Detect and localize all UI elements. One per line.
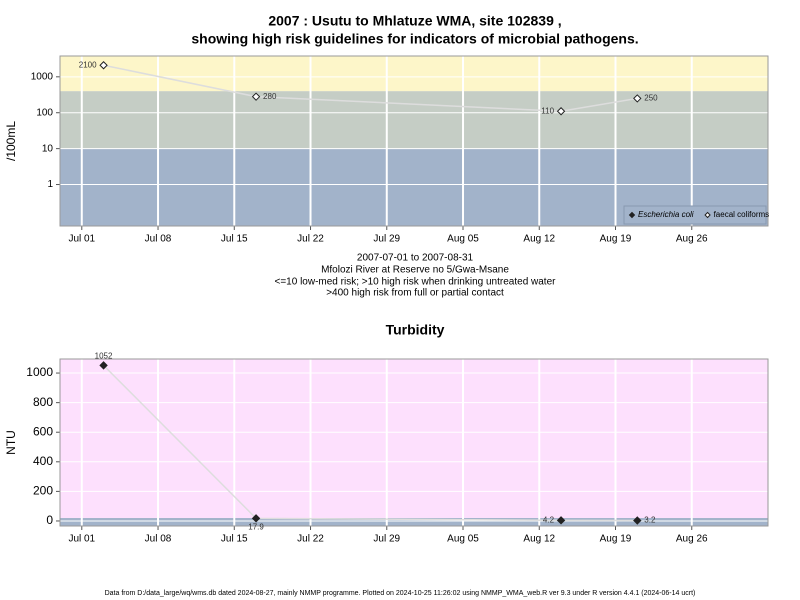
footer: Data from D:/data_large/wq/wms.db dated … — [105, 590, 696, 597]
y-tick-label: 800 — [33, 395, 53, 409]
data-point — [556, 107, 566, 116]
value-label: 4.2 — [543, 515, 555, 524]
x-tick-label: Jul 01 — [68, 534, 95, 545]
note: 2007-07-01 to 2007-08-31 — [357, 253, 474, 264]
value-label: 110 — [541, 106, 554, 115]
note: Mfolozi River at Reserve no 5/Gwa-Msane — [321, 265, 509, 276]
data-point — [633, 94, 642, 103]
y-axis-label: NTU — [4, 430, 18, 455]
value-label: 2100 — [79, 60, 97, 69]
value-label: 1052 — [95, 351, 113, 360]
x-tick-label: Aug 26 — [676, 534, 708, 545]
legend-marker — [628, 211, 636, 219]
series-line — [103, 364, 638, 522]
y-tick-label: 100 — [36, 107, 53, 118]
chart-title: Turbidity — [386, 322, 445, 338]
chart-title: showing high risk guidelines for indicat… — [191, 31, 638, 47]
value-label: 3.2 — [644, 516, 656, 525]
data-point — [99, 61, 108, 70]
y-tick-label: 1000 — [31, 71, 54, 82]
y-tick-label: 1000 — [26, 365, 53, 379]
legend-label: Escherichia coli — [638, 210, 694, 219]
chart-title: 2007 : Usutu to Mhlatuze WMA, site 10283… — [268, 13, 561, 29]
x-tick-label: Aug 12 — [523, 534, 555, 545]
data-point — [556, 516, 566, 525]
data-point — [633, 516, 642, 525]
risk-band — [60, 91, 768, 149]
legend-label: faecal coliforms — [714, 210, 770, 219]
x-tick-label: Aug 26 — [676, 234, 708, 245]
y-tick-label: 400 — [33, 454, 53, 468]
note: >400 high risk from full or partial cont… — [326, 288, 504, 299]
x-tick-label: Aug 19 — [600, 534, 632, 545]
value-label: 250 — [644, 94, 658, 103]
x-tick-label: Jul 22 — [297, 234, 324, 245]
y-tick-label: 1 — [47, 179, 53, 190]
risk-band — [60, 359, 768, 519]
x-tick-label: Jul 08 — [145, 234, 172, 245]
data-point — [99, 361, 108, 370]
y-tick-label: 600 — [33, 424, 53, 438]
x-tick-label: Jul 29 — [373, 534, 400, 545]
x-tick-label: Aug 12 — [523, 234, 555, 245]
x-tick-label: Aug 19 — [600, 234, 632, 245]
legend-box — [623, 205, 767, 225]
x-tick-label: Jul 22 — [297, 534, 324, 545]
x-tick-label: Aug 05 — [447, 534, 479, 545]
x-tick-label: Jul 29 — [373, 234, 400, 245]
y-tick-label: 200 — [33, 484, 53, 498]
risk-band — [60, 518, 768, 526]
note: <=10 low-med risk; >10 high risk when dr… — [275, 277, 557, 288]
series-line — [103, 64, 638, 112]
risk-band — [60, 56, 768, 92]
value-label: 17.9 — [248, 522, 264, 531]
y-tick-label: 10 — [42, 143, 54, 154]
legend: Escherichia coli faecal coliforms — [623, 205, 770, 225]
y-axis-label: /100mL — [4, 121, 18, 161]
plot-frame — [59, 358, 769, 527]
plot-frame — [59, 55, 769, 227]
x-tick-label: Jul 15 — [221, 234, 248, 245]
data-point — [251, 92, 261, 101]
x-tick-label: Aug 05 — [447, 234, 479, 245]
y-tick-label: 0 — [46, 513, 53, 527]
x-tick-label: Jul 08 — [145, 534, 172, 545]
legend-marker — [704, 211, 711, 219]
value-label: 280 — [263, 92, 277, 101]
x-tick-label: Jul 01 — [68, 234, 95, 245]
x-tick-label: Jul 15 — [221, 534, 248, 545]
data-point — [251, 514, 261, 523]
